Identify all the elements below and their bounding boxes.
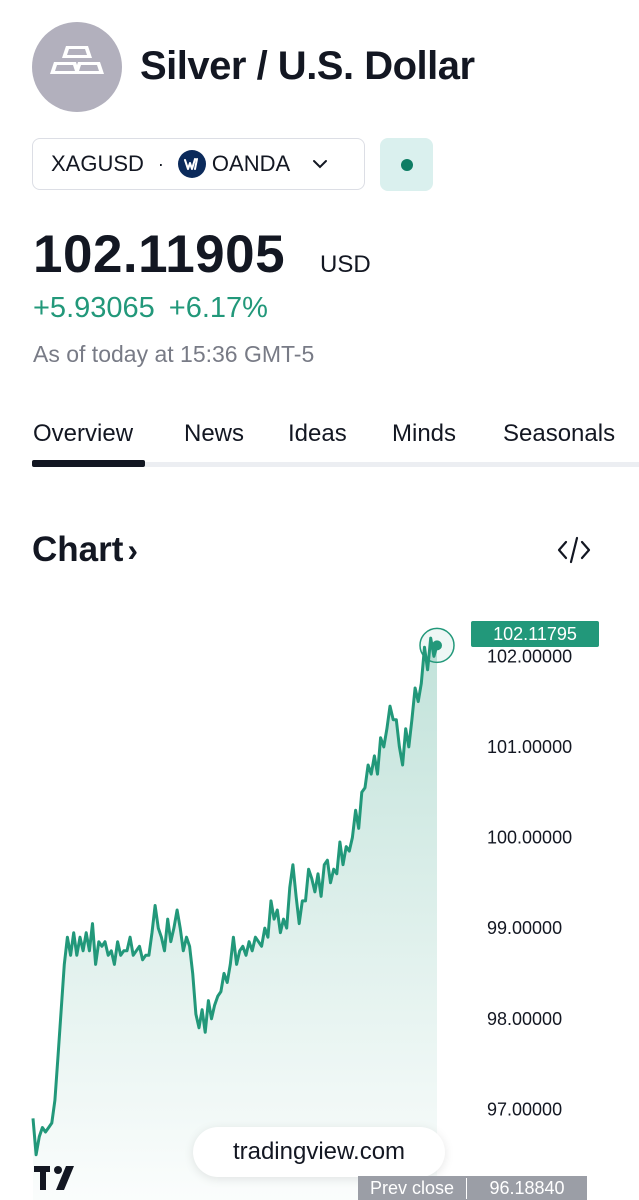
market-status-dot [400,158,413,171]
prev-close-value: 96.18840 [489,1177,565,1198]
silver-bars-icon [32,22,122,112]
last-price: 102.11905 [33,225,286,284]
code-embed-icon[interactable] [556,534,592,566]
price-chart[interactable]: 102.00000 101.00000 100.00000 99.00000 98.00… [0,590,639,1200]
chart-section-link[interactable]: Chart › [32,530,138,570]
currency-label: USD [320,251,371,278]
change-value: +5.93065 [33,292,155,324]
price-change: +5.93065 +6.17% [33,292,268,325]
chevron-right-icon: › [127,531,139,568]
active-tab-indicator [32,460,145,467]
tab-bar: Overview News Ideas Minds Seasonals [33,420,639,468]
y-axis-tick-label: 102.00000 [487,646,572,666]
prev-close-caption: Prev close [358,1177,467,1199]
market-status-button[interactable] [380,138,433,191]
tradingview-logo-icon[interactable] [34,1164,84,1192]
price-area-fill [33,638,437,1200]
y-axis-tick-label: 97.00000 [487,1099,562,1119]
broker-label: OANDA [211,151,291,176]
y-axis-tick-label: 98.00000 [487,1009,562,1029]
tab-news[interactable]: News [184,420,245,447]
as-of-timestamp: As of today at 15:36 GMT-5 [33,341,315,367]
chevron-down-icon [312,159,328,169]
y-axis-tick-label: 100.00000 [487,828,572,848]
tradingview-watermark[interactable]: tradingview.com [193,1127,445,1177]
symbol-selector[interactable]: XAGUSD · OANDA [32,138,365,190]
tab-minds[interactable]: Minds [392,420,457,447]
change-percent: +6.17% [168,292,268,324]
price-line [31,636,439,1157]
tab-divider [145,462,639,467]
oanda-logo-icon [177,150,206,178]
y-axis-tick-label: 101.00000 [487,737,572,757]
ticker-label: XAGUSD [51,151,144,176]
prev-close-label: Prev close 96.18840 [358,1176,587,1200]
page-title: Silver / U.S. Dollar [140,44,475,88]
chart-section-title: Chart [32,530,124,569]
tab-seasonals[interactable]: Seasonals [503,420,616,447]
separator: · [157,153,164,174]
tab-overview[interactable]: Overview [33,420,134,447]
last-point-marker [432,640,442,651]
tab-ideas[interactable]: Ideas [288,420,347,447]
last-price-tag: 102.11795 [471,621,599,647]
y-axis-tick-label: 99.00000 [487,918,562,938]
